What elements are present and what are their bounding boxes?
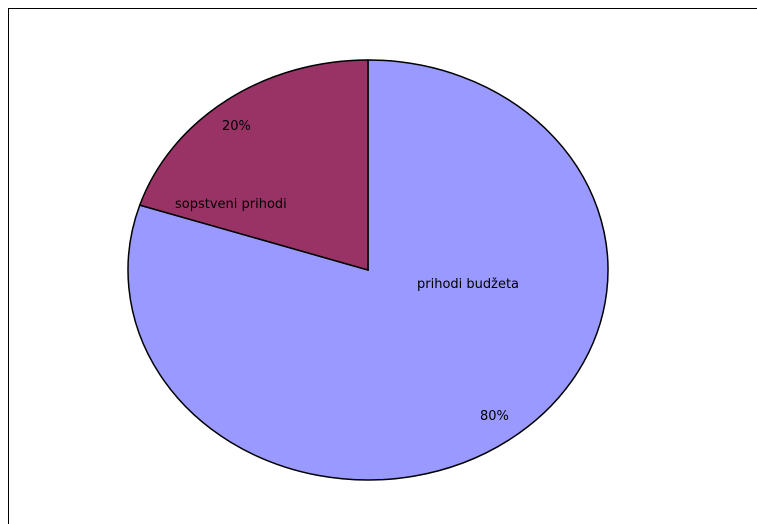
slice-own xyxy=(138,59,369,271)
pie-labels: prihodi budžeta 80% sopstveni prihodi 20… xyxy=(175,119,519,424)
slice-percent-budget: 80% xyxy=(480,409,509,424)
slice-budget xyxy=(127,59,609,481)
pie-slices xyxy=(127,59,609,481)
slice-label-budget: prihodi budžeta xyxy=(417,277,519,292)
slice-percent-own: 20% xyxy=(222,119,251,134)
slice-label-own: sopstveni prihodi xyxy=(175,197,287,212)
